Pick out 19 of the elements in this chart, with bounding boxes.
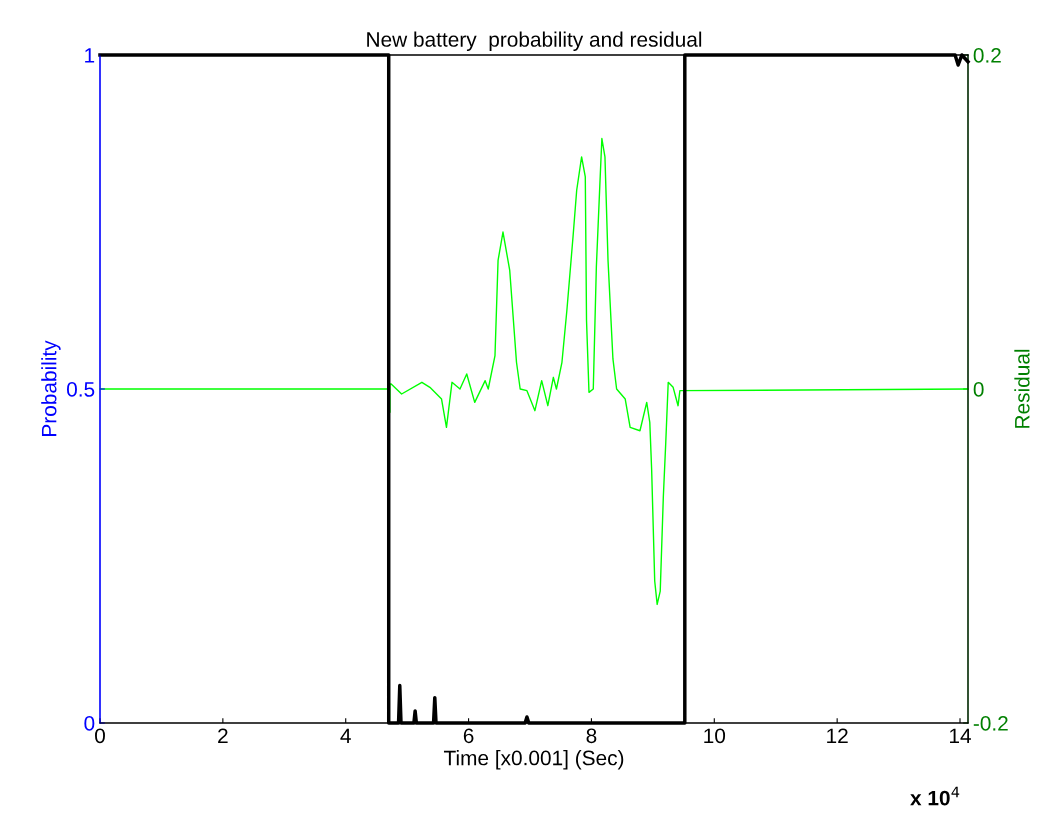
- y-tick-label: 1: [85, 48, 95, 63]
- chart-title: New battery probability and residual: [367, 31, 702, 51]
- y2-tick-label: -0.2: [973, 716, 1008, 731]
- y-tick-label: 0: [84, 716, 95, 731]
- y-tick-label: 0.5: [66, 382, 95, 397]
- y2-tick-label: 0: [973, 382, 984, 397]
- x-tick-label: 4: [340, 728, 351, 743]
- text: x 10$^{4}$: [910, 786, 960, 806]
- x-tick-label: 0: [95, 728, 105, 744]
- x-tick-label: 12: [827, 728, 848, 743]
- y-axis-title: Probability: [41, 340, 61, 436]
- x-tick-label: 2: [218, 728, 228, 743]
- y2-tick-label: 0.2: [973, 48, 1001, 63]
- x-tick-label: 6: [463, 728, 474, 744]
- x-tick-label: 10: [704, 728, 726, 744]
- x-tick-label: 8: [586, 728, 597, 744]
- x-axis-title: Time [x0.001] (Sec): [443, 750, 624, 770]
- x-tick-label: 14: [950, 728, 971, 743]
- y2-axis-title: Residual: [1014, 349, 1030, 428]
